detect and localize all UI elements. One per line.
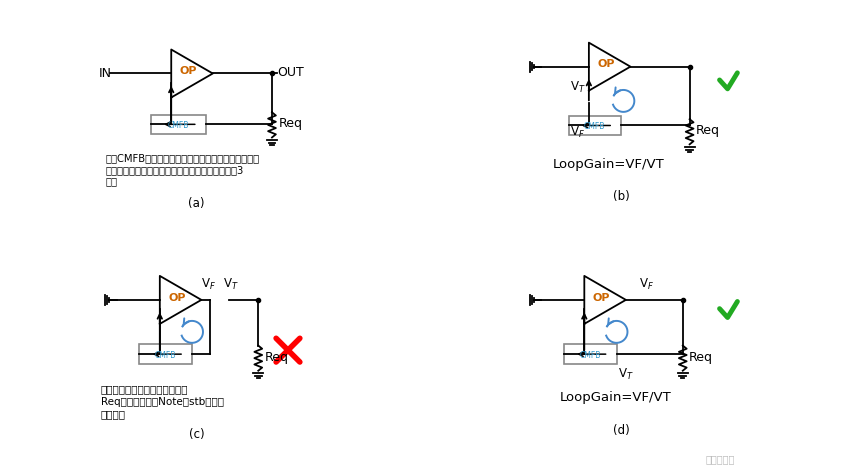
Text: CMFB: CMFB [580, 351, 601, 360]
Text: IN: IN [98, 67, 111, 80]
Text: CMFB: CMFB [167, 121, 189, 130]
Text: 处。: 处。 [105, 176, 117, 186]
Text: (a): (a) [188, 197, 205, 210]
Text: 模拟小笨蛋: 模拟小笨蛋 [706, 455, 735, 465]
Text: OP: OP [593, 293, 610, 303]
Text: 进行CMFB环路的小信号分析，需要进行断环处理。断: 进行CMFB环路的小信号分析，需要进行断环处理。断 [105, 153, 259, 163]
Text: OP: OP [598, 60, 615, 69]
Text: Req: Req [265, 350, 289, 364]
Text: LoopGain=VF/VT: LoopGain=VF/VT [559, 391, 672, 404]
Bar [569, 116, 621, 135]
Text: (c): (c) [188, 428, 205, 441]
Text: Req: Req [278, 117, 302, 130]
Text: OP: OP [180, 66, 197, 76]
Text: CMFB: CMFB [155, 351, 177, 360]
Text: (d): (d) [613, 424, 629, 436]
Bar [564, 345, 616, 364]
Text: Req: Req [696, 124, 720, 137]
Text: V$_T$: V$_T$ [570, 80, 586, 95]
Text: (b): (b) [613, 190, 629, 203]
Text: V$_F$: V$_F$ [200, 277, 216, 292]
Text: LoopGain=VF/VT: LoopGain=VF/VT [553, 158, 664, 171]
Text: 错误，这样在手动分析时没有将: 错误，这样在手动分析时没有将 [101, 385, 188, 395]
Text: V$_T$: V$_T$ [618, 367, 633, 382]
Text: Req将计入环路（Note：stb仿真时: Req将计入环路（Note：stb仿真时 [101, 397, 223, 407]
Text: Req: Req [689, 350, 713, 364]
Bar [151, 115, 205, 134]
Text: OP: OP [168, 293, 186, 303]
Text: OUT: OUT [278, 66, 305, 79]
Text: V$_T$: V$_T$ [223, 277, 239, 292]
Bar [139, 345, 192, 364]
Text: V$_F$: V$_F$ [571, 125, 586, 140]
Text: V$_F$: V$_F$ [638, 277, 654, 292]
Text: CMFB: CMFB [584, 122, 605, 131]
Text: 环位置需处在负反馈环路当中，上图可断环位置有3: 环位置需处在负反馈环路当中，上图可断环位置有3 [105, 165, 244, 175]
Text: 不影响）: 不影响） [101, 409, 126, 419]
